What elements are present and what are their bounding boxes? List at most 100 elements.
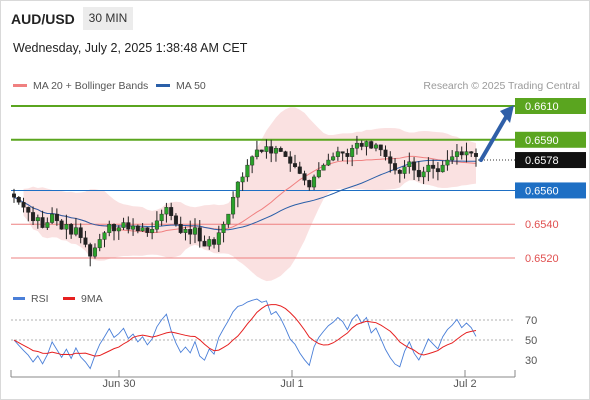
rsi-line [13, 298, 477, 370]
legend-rsi: RSI [13, 293, 49, 305]
candle [69, 224, 74, 235]
candle [459, 151, 464, 156]
symbol-title: AUD/USD [11, 11, 75, 27]
candle [235, 181, 240, 198]
candle [121, 222, 126, 228]
candle [383, 149, 388, 157]
candle [78, 227, 83, 238]
legend-9ma: 9MA [63, 293, 103, 305]
candle [140, 227, 145, 232]
candle [35, 217, 40, 222]
candle [388, 156, 393, 164]
candle [278, 148, 283, 152]
candle [345, 153, 350, 157]
candle [335, 151, 340, 157]
candle [293, 163, 298, 168]
candle [254, 149, 259, 157]
level-label-0.6590: 0.6590 [525, 135, 559, 147]
candle [159, 213, 164, 222]
ma9-swatch [63, 296, 75, 300]
candle [354, 142, 359, 149]
ma50-line [13, 159, 476, 231]
candle [202, 240, 207, 247]
rsi-level-label-70: 70 [525, 315, 537, 327]
candle [288, 156, 293, 164]
level-tag-0.6590 [515, 131, 586, 148]
candle [73, 227, 78, 235]
candle [431, 164, 436, 169]
candle [216, 232, 221, 245]
candle [378, 144, 383, 151]
candle [393, 163, 398, 171]
candle [364, 141, 369, 147]
candle [450, 156, 455, 161]
level-label-0.6560: 0.6560 [525, 185, 559, 197]
candle [26, 207, 31, 213]
level-tag-0.6560 [515, 182, 586, 199]
candle [240, 176, 245, 183]
level-label-0.6520: 0.6520 [525, 253, 559, 265]
candle [40, 217, 45, 228]
candle [188, 229, 193, 235]
candle [464, 151, 469, 156]
candle [173, 215, 178, 225]
candle [207, 239, 212, 247]
candle [316, 169, 321, 178]
rsi-level-label-50: 50 [525, 335, 537, 347]
candle [273, 148, 278, 154]
candle [112, 224, 117, 232]
x-tick-label: Jul 2 [453, 378, 476, 390]
candle [397, 169, 402, 174]
x-tick-label: Jun 30 [102, 378, 135, 390]
forecast-arrow-head [500, 105, 514, 123]
candle [297, 166, 302, 174]
candle [307, 180, 312, 188]
candle [359, 142, 364, 147]
candle [212, 239, 217, 245]
current-price-tag [515, 152, 586, 169]
candle [231, 196, 236, 215]
candle [16, 196, 21, 203]
candle [83, 237, 88, 245]
candle [192, 227, 197, 235]
candle [373, 144, 378, 149]
rsi-ma-line [13, 304, 477, 357]
rsi-level-label-30: 30 [525, 355, 537, 367]
candle [178, 224, 183, 233]
candle [440, 164, 445, 173]
ma20-swatch [13, 83, 27, 87]
candle [312, 176, 317, 188]
candle [64, 224, 69, 230]
candle [412, 161, 417, 171]
level-tag-0.6610 [515, 98, 586, 114]
candle [54, 213, 59, 222]
candle [31, 212, 36, 222]
candle [421, 171, 426, 178]
legend-rsi-label: RSI [31, 293, 49, 305]
candle [197, 227, 202, 242]
candle [126, 222, 131, 230]
candle [250, 156, 255, 166]
legend-ma20-label: MA 20 + Bollinger Bands [33, 80, 149, 92]
timeframe-badge[interactable]: 30 MIN [83, 7, 133, 30]
candle [369, 141, 374, 149]
bollinger-band [23, 107, 476, 282]
candle [416, 169, 421, 178]
candle [469, 151, 474, 154]
candle [264, 146, 269, 152]
forecast-arrow-shaft [479, 115, 508, 163]
ma50-swatch [156, 83, 170, 87]
rsi-swatch [13, 296, 25, 300]
candle [45, 222, 50, 228]
legend-9ma-label: 9MA [81, 293, 103, 305]
candle [102, 232, 107, 240]
candle [269, 146, 274, 154]
candle [221, 224, 226, 233]
candle [474, 153, 479, 157]
candle [154, 220, 159, 230]
candle [11, 193, 16, 198]
candle [402, 166, 407, 174]
current-price-label: 0.6578 [525, 155, 559, 167]
candle [326, 159, 331, 166]
